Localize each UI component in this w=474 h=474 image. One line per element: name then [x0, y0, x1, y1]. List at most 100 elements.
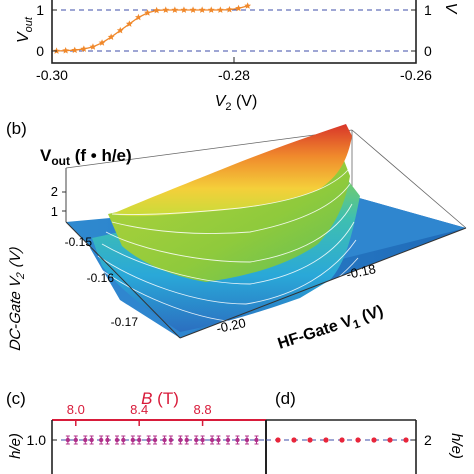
panel-a-data-point	[125, 20, 133, 27]
panel-b-title: Vout (f • h/e)	[40, 146, 132, 168]
panel-a-data-point	[80, 45, 88, 52]
panel-c-data-point	[244, 437, 250, 443]
panel-c-data-point	[130, 437, 136, 443]
panel-c-data-point	[121, 437, 126, 443]
panel-c-data-point	[235, 437, 240, 443]
panel-c-series	[65, 435, 259, 445]
panel-b-x-axis-label: HF-Gate V1 (V)	[276, 303, 387, 356]
panel-c-data-point	[200, 437, 205, 443]
panel-d-data-point	[355, 437, 361, 443]
panel-b-box-front-bottom	[179, 227, 467, 339]
panel-a-x-axis-label: V2 (V)	[215, 93, 258, 113]
panel-a-data-point	[144, 9, 151, 16]
panel-a-data-point	[180, 6, 188, 13]
panel-a-y-tick-label: 0	[36, 43, 44, 59]
panel-d-data-point	[307, 437, 313, 443]
panel-d-data-point	[323, 437, 329, 443]
panel-c-data-point	[162, 437, 167, 443]
panel-a-data-point	[162, 6, 170, 13]
panel-a-right-y-axis-label: V	[442, 3, 459, 15]
panel-a-data-point	[216, 6, 224, 13]
panel-b-x-tick-1: -0.18	[345, 261, 377, 282]
panel-c-data-point	[83, 437, 88, 443]
panel-d-series	[275, 437, 409, 443]
panel-a-x-tick-label: -0.26	[400, 67, 432, 83]
panel-c-y-tick-1: 1.0	[27, 432, 47, 448]
panel-a-data-point	[116, 26, 124, 34]
panel-a-data-point	[226, 5, 233, 13]
panel-b-box-front-left	[65, 221, 181, 339]
panel-a-data-point	[244, 2, 252, 9]
panel-a-data-point	[62, 46, 70, 54]
panel-a-data-point	[107, 33, 115, 40]
panel-c: (c) B (T) 8.0 8.4 8.8 1.0 h/e)	[6, 389, 266, 474]
panel-b-y-tick-1: -0.16	[87, 271, 115, 285]
panel-a-series-line	[56, 5, 248, 52]
panel-c-top-tick-label: 8.0	[67, 402, 85, 417]
panel-b-x-tick-0: -0.20	[215, 315, 247, 336]
panel-b-contours	[95, 169, 359, 323]
panel-a-data-point	[89, 43, 97, 50]
panel-a-data-point	[153, 6, 161, 14]
panel-c-top-tick-label: 8.4	[130, 402, 148, 417]
panel-b-y-axis-label: DC-Gate V2 (V)	[7, 244, 27, 354]
panel-b-box-top-right	[351, 129, 467, 229]
panel-a-right-y-tick-label: 1	[424, 2, 432, 18]
panel-c-data-point	[209, 437, 215, 443]
panel-a-data-point	[171, 6, 179, 13]
panel-c-data-point	[225, 437, 231, 443]
panel-a-y-tick-label: 1	[36, 2, 44, 18]
panel-c-data-point	[105, 437, 110, 443]
panel-a-x-tick-label: -0.28	[218, 67, 250, 83]
panel-d-data-point	[371, 437, 377, 443]
panel-b-top	[112, 124, 352, 217]
panel-a-data-point	[135, 13, 142, 21]
panel-a-data-point	[98, 39, 106, 46]
panel-c-data-point	[216, 437, 221, 443]
panel-c-data-point	[184, 437, 189, 443]
panel-a-data-point	[198, 6, 206, 13]
panel-b-z-tick-2: 2	[51, 184, 58, 199]
panel-a: -0.30 -0.28 -0.26 0 0 1 1 Vout V V2 (V)	[15, 0, 459, 113]
panel-b-z-tick-1: 1	[51, 204, 58, 219]
panel-c-data-point	[73, 437, 78, 443]
panel-d-label: (d)	[275, 389, 296, 408]
panel-c-top-tick-label: 8.8	[194, 402, 212, 417]
panel-c-y-axis-label: h/e)	[7, 433, 24, 459]
panel-b-y-tick-0: -0.15	[65, 235, 93, 249]
panel-a-data-point	[189, 6, 197, 13]
panel-b-y-tick-2: -0.17	[111, 315, 139, 329]
panel-a-data-point	[235, 4, 242, 12]
panel-a-x-tick-label: -0.30	[36, 67, 68, 83]
panel-d: (d) 2 h/e)	[265, 389, 465, 474]
panel-d-data-point	[387, 437, 393, 443]
panel-c-data-point	[178, 437, 183, 443]
panel-b-label: (b)	[6, 119, 27, 138]
panel-d-data-point	[339, 437, 345, 443]
panel-b-box-back-top	[65, 129, 353, 169]
panel-d-right-y-axis-label: h/e)	[448, 433, 465, 459]
panel-c-data-point	[136, 437, 142, 443]
panel-c-data-point	[98, 437, 104, 443]
panel-a-data-point	[71, 46, 79, 54]
panel-c-top-ticks: 8.0 8.4 8.8	[67, 402, 212, 426]
panel-c-data-point	[194, 437, 199, 443]
panel-c-label: (c)	[6, 389, 26, 408]
panel-c-data-point	[114, 437, 120, 443]
panel-d-data-point	[403, 437, 409, 443]
panel-a-series	[53, 2, 252, 54]
panel-c-data-point	[146, 437, 151, 443]
panel-a-x-ticks: -0.30 -0.28 -0.26	[36, 57, 432, 83]
panel-d-data-point	[291, 437, 297, 443]
panel-d-data-point	[275, 437, 281, 443]
panel-d-right-y-tick: 2	[424, 432, 432, 448]
panel-a-y-axis-label: Vout	[15, 16, 35, 43]
panel-c-data-point	[65, 437, 71, 443]
panel-c-data-point	[254, 437, 259, 443]
panel-a-y-ticks: 0 0 1 1	[36, 2, 432, 59]
panel-c-data-point	[168, 437, 174, 443]
panel-c-data-point	[89, 437, 94, 443]
panel-a-right-y-tick-label: 0	[424, 43, 432, 59]
panel-a-data-point	[207, 6, 215, 13]
